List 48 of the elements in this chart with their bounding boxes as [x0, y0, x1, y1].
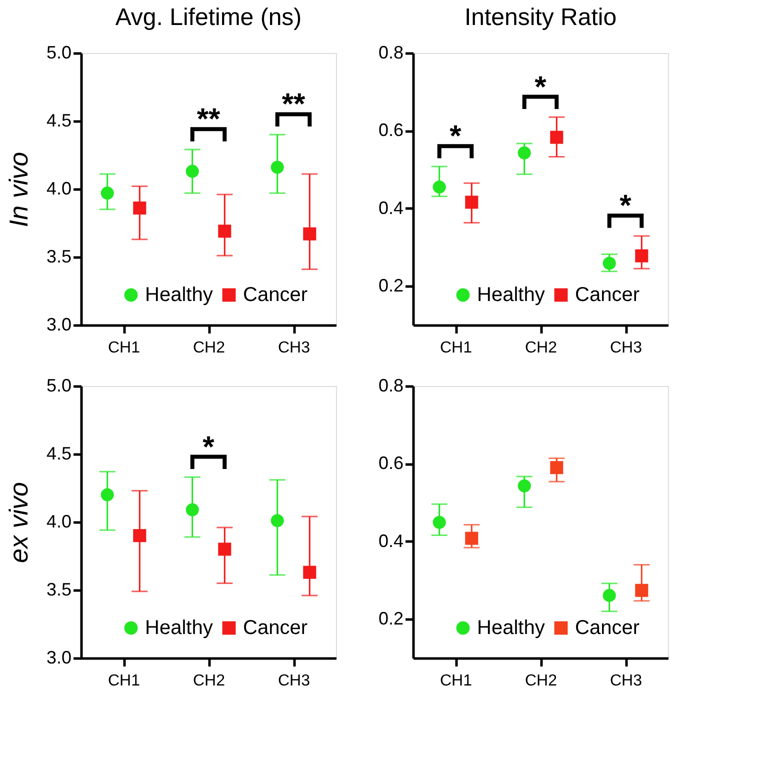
- x-tick-label: CH3: [610, 340, 642, 356]
- x-tick-label: CH2: [524, 672, 558, 690]
- annotation: *: [620, 190, 632, 223]
- x-tick-label: CH1: [108, 340, 140, 356]
- y-tick-label: 4.0: [46, 512, 72, 532]
- legend-label: Cancer: [575, 284, 640, 306]
- annotation: *: [450, 120, 462, 154]
- y-tick-label: 0.2: [378, 608, 404, 629]
- legend-label: Cancer: [243, 284, 308, 306]
- y-tick-label: 5.0: [46, 376, 72, 396]
- y-tick-label: 0.6: [378, 120, 404, 140]
- x-tick-label: CH1: [440, 340, 472, 356]
- y-tick-label: 4.5: [46, 110, 72, 130]
- legend-label: Healthy: [477, 284, 545, 306]
- x-tick-label: CH2: [192, 672, 226, 690]
- chart-title: Avg. Lifetime (ns): [115, 4, 302, 31]
- x-tick-label: CH3: [278, 340, 310, 356]
- annotation: *: [202, 430, 215, 464]
- y-tick-label: 0.4: [378, 198, 404, 218]
- legend-label: Healthy: [477, 617, 545, 639]
- y-tick-label: 0.8: [378, 42, 404, 62]
- y-axis-title: In vivo: [3, 152, 34, 228]
- chart-title: Intensity Ratio: [464, 4, 617, 31]
- y-tick-label: 3.5: [46, 580, 72, 600]
- annotation: **: [282, 88, 306, 122]
- x-tick-label: CH2: [192, 340, 226, 356]
- x-tick-label: CH3: [610, 672, 642, 690]
- annotation: **: [196, 103, 220, 136]
- x-tick-label: CH3: [278, 672, 310, 690]
- legend-label: Cancer: [243, 617, 308, 639]
- legend-label: Healthy: [145, 284, 213, 306]
- y-tick-label: 3.0: [46, 314, 72, 334]
- y-tick-label: 5.0: [46, 42, 72, 62]
- x-tick-label: CH2: [524, 340, 558, 356]
- x-tick-label: CH1: [108, 672, 140, 690]
- legend-label: Healthy: [145, 617, 213, 639]
- legend-label: Cancer: [575, 617, 640, 639]
- y-tick-label: 3.0: [46, 648, 72, 668]
- x-tick-label: CH1: [440, 672, 472, 690]
- y-tick-label: 3.5: [46, 246, 72, 266]
- annotation: *: [534, 70, 547, 104]
- y-tick-label: 0.2: [378, 276, 404, 296]
- y-tick-label: 0.6: [378, 453, 404, 474]
- y-axis-title: ex vivo: [3, 482, 34, 563]
- y-tick-label: 4.5: [46, 444, 72, 464]
- y-tick-label: 4.0: [46, 178, 72, 198]
- y-tick-label: 0.8: [378, 376, 404, 396]
- y-tick-label: 0.4: [378, 530, 404, 551]
